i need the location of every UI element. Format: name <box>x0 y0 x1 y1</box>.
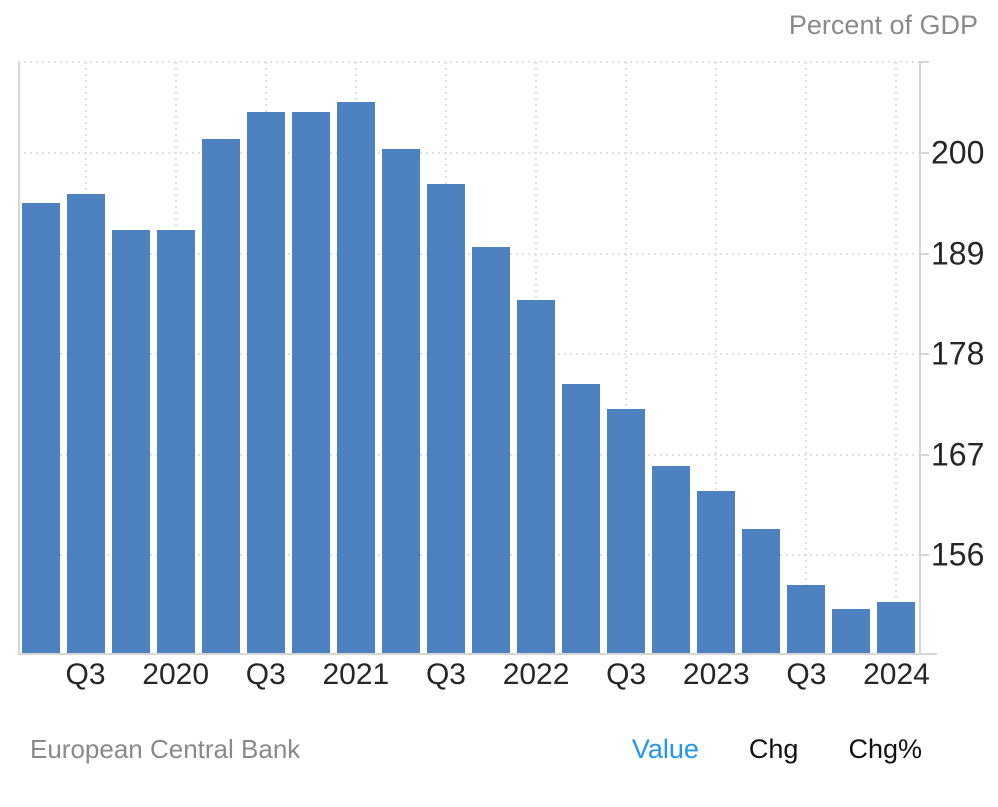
y-axis-tick-label: 156 <box>931 536 985 573</box>
bar[interactable] <box>472 247 511 654</box>
bar[interactable] <box>652 465 691 654</box>
bar[interactable] <box>607 409 646 654</box>
bar[interactable] <box>156 230 195 654</box>
bar[interactable] <box>246 112 285 654</box>
y-axis-tick-mark <box>919 453 929 456</box>
bar[interactable] <box>742 528 781 654</box>
x-axis-line <box>18 653 937 655</box>
gridline-horizontal <box>18 152 919 155</box>
x-axis-tick-label: Q3 <box>245 658 286 691</box>
mode-button-value[interactable]: Value <box>631 734 699 764</box>
bar[interactable] <box>381 148 420 654</box>
x-axis-tick-label: 2021 <box>322 658 390 691</box>
gridline-horizontal <box>18 61 919 63</box>
bar[interactable] <box>291 112 330 654</box>
source-label: European Central Bank <box>30 734 301 764</box>
y-axis-tick-mark <box>919 554 929 557</box>
x-axis-tick-label: 2023 <box>682 658 750 691</box>
y-axis-tick-mark <box>919 353 929 356</box>
bar[interactable] <box>21 202 60 654</box>
gridline-vertical <box>625 62 628 654</box>
x-axis-tick-label: 2022 <box>502 658 570 691</box>
mode-button-chg-pct[interactable]: Chg% <box>848 734 922 764</box>
gridline-horizontal <box>18 554 919 557</box>
gridline-vertical <box>715 62 718 654</box>
y-axis-tick-mark <box>919 61 929 63</box>
gridline-horizontal <box>18 252 919 255</box>
y-axis-tick-label: 200 <box>931 134 985 171</box>
gridline-horizontal <box>18 353 919 356</box>
bar[interactable] <box>697 491 736 654</box>
x-axis-tick-label: Q3 <box>65 658 106 691</box>
y-axis-tick-mark <box>919 152 929 155</box>
y-axis-line <box>919 62 921 654</box>
mode-switcher: Value Chg Chg% <box>632 734 922 765</box>
gridline-horizontal <box>18 453 919 456</box>
bar[interactable] <box>562 384 601 654</box>
x-axis-tick-label: Q3 <box>425 658 466 691</box>
bar[interactable] <box>111 230 150 654</box>
y-axis-tick-label: 178 <box>931 335 985 372</box>
x-axis-tick-label: 2020 <box>142 658 210 691</box>
bar[interactable] <box>336 102 375 654</box>
bar[interactable] <box>787 584 826 654</box>
x-axis-tick-label: Q3 <box>606 658 647 691</box>
gridline-vertical <box>805 62 808 654</box>
bar[interactable] <box>201 138 240 654</box>
bar[interactable] <box>66 194 105 654</box>
y-axis-tick-label: 189 <box>931 235 985 272</box>
bar[interactable] <box>517 300 556 654</box>
axis-units-label: Percent of GDP <box>788 10 978 40</box>
x-axis-tick-label: 2024 <box>863 658 930 691</box>
y-axis-tick-label: 167 <box>931 436 985 473</box>
plot-left-border <box>18 62 20 654</box>
bar[interactable] <box>426 184 465 654</box>
gridline-vertical <box>895 62 898 654</box>
bar[interactable] <box>832 609 871 654</box>
mode-button-chg[interactable]: Chg <box>748 734 799 764</box>
bar[interactable] <box>877 601 916 654</box>
y-axis-tick-mark <box>919 252 929 255</box>
x-axis-tick-label: Q3 <box>786 658 827 691</box>
